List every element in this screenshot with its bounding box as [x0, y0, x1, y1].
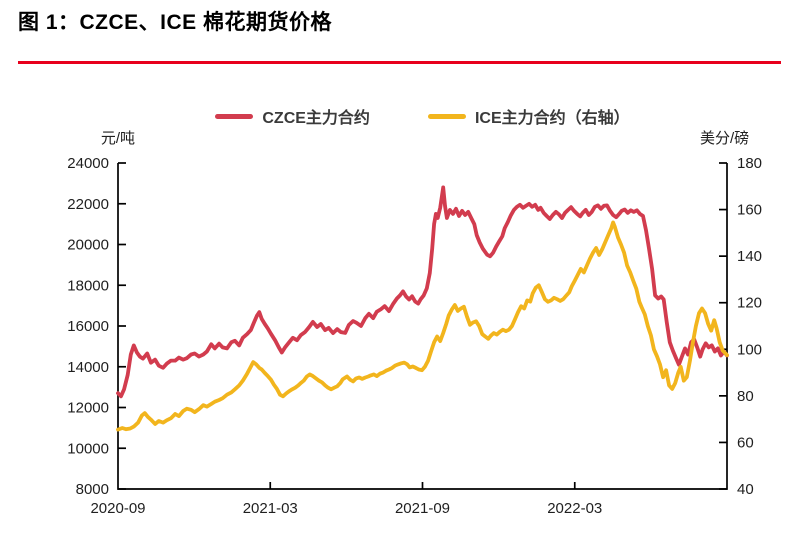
right-axis-tick-label: 180 [737, 155, 762, 172]
right-axis-tick-label: 100 [737, 341, 762, 358]
left-axis-tick-label: 22000 [67, 196, 109, 213]
x-axis-tick-label: 2020-09 [90, 500, 145, 517]
x-axis-tick-label: 2021-09 [395, 500, 450, 517]
right-axis-unit-label: 美分/磅 [700, 130, 750, 147]
right-axis-tick-label: 160 [737, 202, 762, 219]
right-axis-tick-label: 60 [737, 434, 754, 451]
legend-item-czce: CZCE主力合约 [215, 104, 370, 128]
chart-legend: CZCE主力合约 ICE主力合约（右轴） [118, 104, 727, 128]
ice-series-line [116, 220, 729, 432]
left-axis-tick-label: 14000 [67, 359, 109, 376]
left-axis-tick-label: 18000 [67, 277, 109, 294]
legend-label-czce: CZCE主力合约 [262, 110, 370, 127]
left-axis-tick-label: 10000 [67, 440, 109, 457]
x-axis-tick-label: 2021-03 [243, 500, 298, 517]
right-axis-tick-label: 120 [737, 295, 762, 312]
legend-item-ice: ICE主力合约（右轴） [427, 104, 630, 128]
left-axis-unit-label: 元/吨 [100, 130, 135, 147]
left-axis-tick-label: 24000 [67, 155, 109, 172]
czce-series-line [116, 185, 729, 399]
legend-label-ice: ICE主力合约（右轴） [474, 110, 630, 127]
title-divider [18, 61, 781, 64]
left-axis-tick-label: 16000 [67, 318, 109, 335]
right-axis-tick-label: 140 [737, 248, 762, 265]
left-axis-tick-label: 8000 [76, 481, 109, 498]
figure-title: 图 1：CZCE、ICE 棉花期货价格 [18, 11, 333, 34]
left-axis-tick-label: 20000 [67, 237, 109, 254]
right-axis-tick-label: 40 [737, 481, 754, 498]
czce-line-swatch [215, 113, 254, 119]
x-axis-tick-label: 2022-03 [547, 500, 602, 517]
right-axis-tick-label: 80 [737, 388, 754, 405]
ice-line-swatch [427, 113, 466, 119]
left-axis-tick-label: 12000 [67, 400, 109, 417]
